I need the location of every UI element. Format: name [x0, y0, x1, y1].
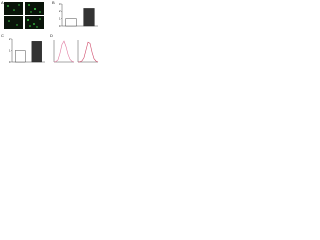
y-tick-label: 3 — [59, 2, 61, 6]
series-line — [77, 41, 99, 63]
image — [4, 16, 23, 29]
y-tick-label: 0 — [59, 24, 61, 28]
bar — [31, 41, 42, 63]
series-line — [53, 40, 75, 63]
image — [4, 2, 23, 15]
y-tick-label: 1 — [9, 48, 11, 52]
image — [25, 16, 44, 29]
y-tick-label: 2 — [9, 37, 11, 41]
cells — [7, 4, 41, 28]
microscopy-panel — [4, 2, 44, 29]
panel-label: A — [1, 0, 4, 5]
panel-label: C — [1, 33, 4, 38]
y-tick-label: 0 — [9, 60, 11, 64]
bar — [15, 50, 26, 63]
bar — [65, 18, 77, 27]
panel-label: D — [50, 33, 53, 38]
y-tick-label: 2 — [59, 9, 61, 13]
panel-label: B — [52, 0, 55, 5]
bar — [83, 8, 95, 27]
figure: A B C D 0 1 2 3 0 1 2 — [1, 0, 99, 64]
y-tick-label: 1 — [59, 16, 61, 20]
